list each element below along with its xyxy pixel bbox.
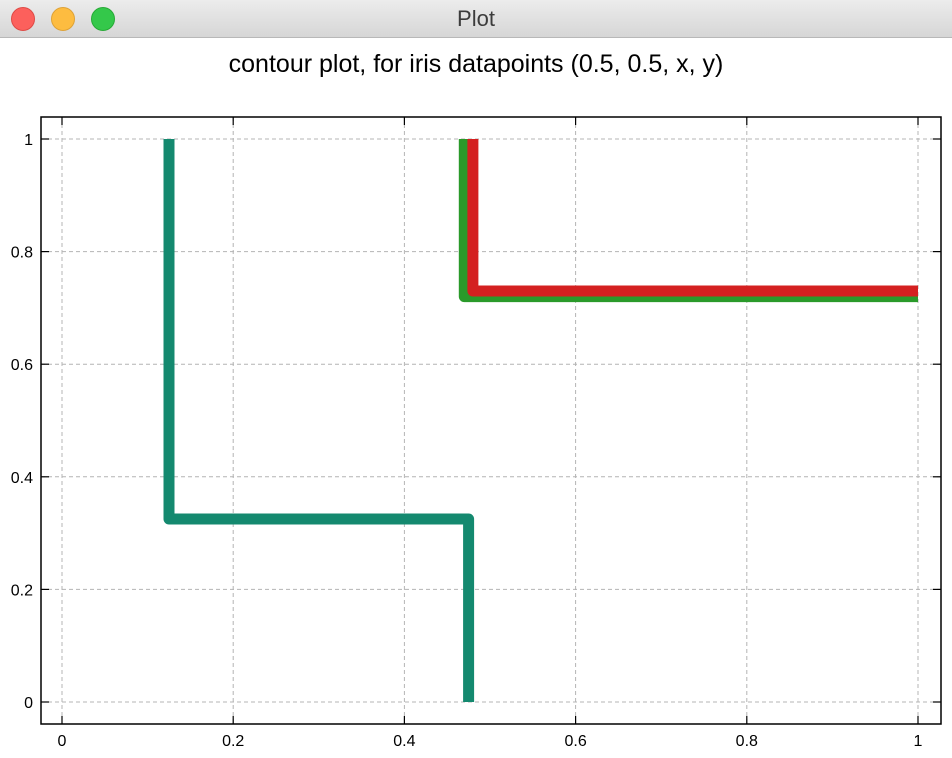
x-tick-label-0: 0: [58, 733, 67, 750]
x-tick-label-1: 0.2: [222, 733, 244, 750]
title-bar[interactable]: Plot: [0, 0, 952, 38]
x-tick-label-3: 0.6: [564, 733, 586, 750]
x-tick-label-4: 0.8: [736, 733, 758, 750]
contour-line-1: [467, 139, 918, 297]
chart-title: contour plot, for iris datapoints (0.5, …: [228, 50, 724, 78]
y-tick-label-5: 1: [24, 132, 33, 149]
x-tick-label-5: 1: [914, 733, 923, 750]
window-title: Plot: [457, 6, 495, 31]
y-tick-label-4: 0.8: [11, 245, 33, 262]
y-tick-label-2: 0.4: [11, 470, 33, 487]
y-tick-label-3: 0.6: [11, 357, 33, 374]
minimize-window-button[interactable]: [51, 7, 75, 31]
y-tick-label-0: 0: [24, 695, 33, 712]
close-window-button[interactable]: [11, 7, 35, 31]
contour-line-0: [458, 139, 918, 303]
maximize-window-button[interactable]: [91, 7, 115, 31]
plot-frame: [40, 116, 942, 725]
x-tick-label-2: 0.4: [393, 733, 415, 750]
plot-area: [41, 117, 941, 724]
y-tick-label-1: 0.2: [11, 582, 33, 599]
contour-line-2: [163, 139, 475, 702]
